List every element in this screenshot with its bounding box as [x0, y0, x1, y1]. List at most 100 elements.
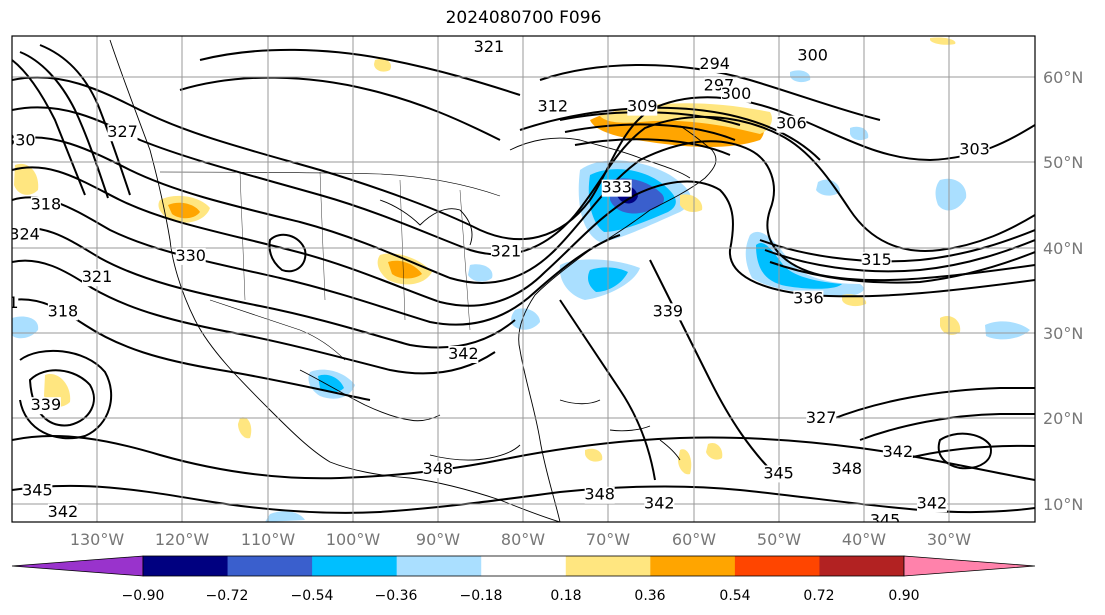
- contour-line: [19, 349, 113, 440]
- contour-line: [39, 44, 131, 196]
- shade-patch: [985, 321, 1030, 340]
- shade-patch: [756, 242, 842, 289]
- contour-label-bg: [763, 465, 794, 483]
- contour-label: 321: [82, 267, 113, 286]
- lon-label: 100°W: [326, 530, 381, 549]
- lat-label: 30°N: [1043, 324, 1083, 343]
- contour-label: 327: [806, 408, 837, 427]
- contour-label: 318: [48, 301, 79, 320]
- lat-label: 20°N: [1043, 409, 1083, 428]
- contour-label: 309: [627, 97, 658, 116]
- contour-label-bg: [12, 132, 36, 150]
- contour-label-bg: [627, 98, 658, 116]
- contour-line: [12, 106, 1035, 256]
- lon-label: 90°W: [416, 530, 460, 549]
- contour-line: [539, 64, 881, 121]
- contour-label: 342: [917, 493, 948, 512]
- shade-patch: [374, 58, 391, 72]
- contour-label: 327: [107, 122, 138, 141]
- shade-patch: [238, 417, 252, 439]
- country-border: [209, 299, 346, 361]
- colorbar-tick-label: −0.18: [460, 588, 503, 604]
- colorbar-bin: [650, 556, 736, 576]
- lon-label: 120°W: [155, 530, 210, 549]
- contour-line: [937, 432, 992, 470]
- lon-label: 60°W: [672, 530, 716, 549]
- contour-label-bg: [175, 247, 206, 265]
- contour-label: 294: [699, 54, 730, 73]
- contour-line: [12, 484, 1035, 514]
- shade-patch: [388, 260, 422, 279]
- contour-label-bg: [22, 482, 53, 500]
- shade-patch: [14, 163, 39, 195]
- shade-patch: [678, 449, 692, 475]
- contour-line: [12, 136, 1035, 284]
- shade-patch: [816, 179, 840, 196]
- contour-line: [12, 166, 1035, 307]
- contour-label-bg: [601, 179, 632, 197]
- contour-label: 315: [861, 250, 892, 269]
- lon-label: 30°W: [927, 530, 971, 549]
- lon-label: 40°W: [842, 530, 886, 549]
- colorbar-bin: [565, 556, 651, 576]
- coastline: [429, 444, 521, 461]
- contour-line: [759, 229, 1035, 284]
- colorbar-tick-label: −0.36: [375, 588, 418, 604]
- colorbar-bin: [734, 556, 820, 576]
- contour-label: 348: [584, 485, 615, 504]
- contour-label-bg: [473, 38, 504, 56]
- shade-patch: [265, 511, 305, 522]
- coastline: [299, 369, 441, 422]
- contour-label: 339: [653, 301, 684, 320]
- colorbar-tick-label: 0.72: [803, 588, 834, 604]
- contour-label: 312: [538, 97, 569, 116]
- contour-label: 321: [474, 37, 505, 56]
- contour-label: 339: [31, 395, 62, 414]
- contour-label-bg: [47, 503, 78, 521]
- contour-line: [12, 259, 496, 375]
- colorbar-tick-labels: −0.90 −0.72 −0.54 −0.36 −0.18 0.18 0.36 …: [122, 588, 920, 604]
- shade-patch: [585, 448, 603, 462]
- lat-label: 40°N: [1043, 239, 1083, 258]
- colorbar-bin: [312, 556, 398, 576]
- contour-label-bg: [721, 85, 751, 103]
- contour-line: [19, 51, 109, 199]
- country-border: [239, 171, 471, 331]
- contour-label-bg: [422, 461, 453, 479]
- contour-line: [28, 369, 95, 427]
- contour-label-bg: [916, 495, 947, 513]
- contour-label-bg: [12, 294, 19, 312]
- contour-label: 342: [644, 493, 675, 512]
- contour-line: [179, 76, 501, 141]
- contour-label: 348: [831, 459, 862, 478]
- contour-label-bg: [47, 303, 78, 321]
- contour-line: [12, 196, 621, 326]
- latitude-labels: 10°N 20°N 30°N 40°N 50°N 60°N: [1043, 68, 1083, 514]
- colorbar-over-arrow: [903, 555, 1036, 577]
- contour-line: [12, 59, 86, 196]
- contour-label-layer: 3213272942973003003063093123033303183243…: [12, 37, 990, 522]
- contour-line: [268, 233, 307, 273]
- colorbar: −0.90 −0.72 −0.54 −0.36 −0.18 0.18 0.36 …: [11, 555, 1036, 604]
- lat-label: 10°N: [1043, 495, 1083, 514]
- contour-line: [829, 387, 1035, 461]
- contour-label-bg: [776, 115, 807, 133]
- coastline: [109, 39, 561, 522]
- contour-label-bg: [12, 226, 40, 244]
- contour-line: [559, 299, 656, 481]
- map-frame: [11, 35, 1036, 523]
- contour-label-bg: [490, 243, 521, 261]
- colorbar-under-arrow: [11, 555, 144, 577]
- coastline: [509, 137, 691, 179]
- lon-label: 80°W: [501, 530, 545, 549]
- contour-label: 333: [601, 178, 632, 197]
- shade-patch: [318, 374, 344, 393]
- longitude-labels: 130°W 120°W 110°W 100°W 90°W 80°W 70°W 6…: [70, 530, 971, 549]
- colorbar-tick-label: −0.54: [291, 588, 334, 604]
- contour-label-bg: [537, 98, 568, 116]
- contour-label-bg: [870, 512, 901, 522]
- shade-patch: [935, 178, 967, 211]
- shade-patch: [168, 202, 200, 219]
- colorbar-tick-label: 0.18: [550, 588, 581, 604]
